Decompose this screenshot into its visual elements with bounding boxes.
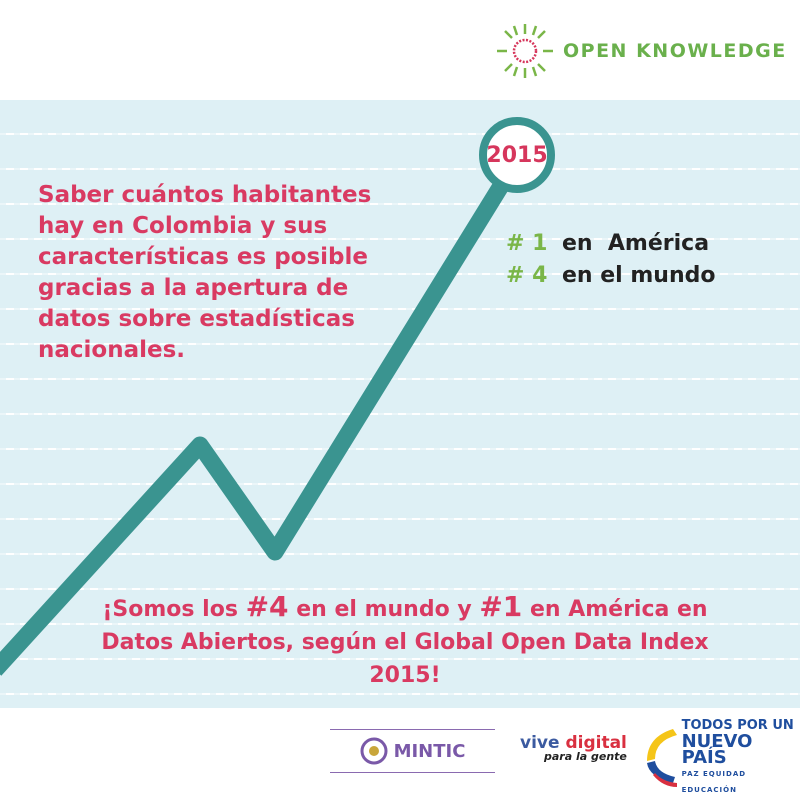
open-knowledge-logo: OPEN KNOWLEDGE — [495, 22, 787, 80]
todos-por-un-nuevo-pais-logo: TODOS POR UN NUEVO PAÍS PAZ EQUIDAD EDUCAC… — [643, 718, 800, 798]
year-badge: 2015 — [479, 117, 555, 193]
ranking-world: # 4 en el mundo — [506, 260, 715, 292]
rank-label: en América — [562, 231, 710, 256]
lead-text: Saber cuántos habitantes hay en Colombia… — [38, 182, 372, 363]
ranking-america: # 1 en América — [506, 228, 715, 260]
vive-digital-logo: vive digital para la gente — [520, 733, 627, 763]
rankings: # 1 en América # 4 en el mundo — [506, 228, 715, 292]
bottom-message: ¡Somos los #4 en el mundo y #1 en Améric… — [101, 590, 709, 688]
rank-number: # 1 — [506, 231, 548, 256]
background-panel — [0, 100, 800, 708]
brand-name: OPEN KNOWLEDGE — [563, 40, 787, 62]
colombia-seal-icon — [360, 737, 388, 765]
rank-number: # 4 — [506, 263, 548, 288]
mintic-logo: MINTIC — [330, 729, 495, 773]
colombia-flag-swoosh-icon — [647, 729, 677, 787]
open-knowledge-sun-icon — [497, 24, 553, 78]
rank-label: en el mundo — [562, 263, 716, 288]
